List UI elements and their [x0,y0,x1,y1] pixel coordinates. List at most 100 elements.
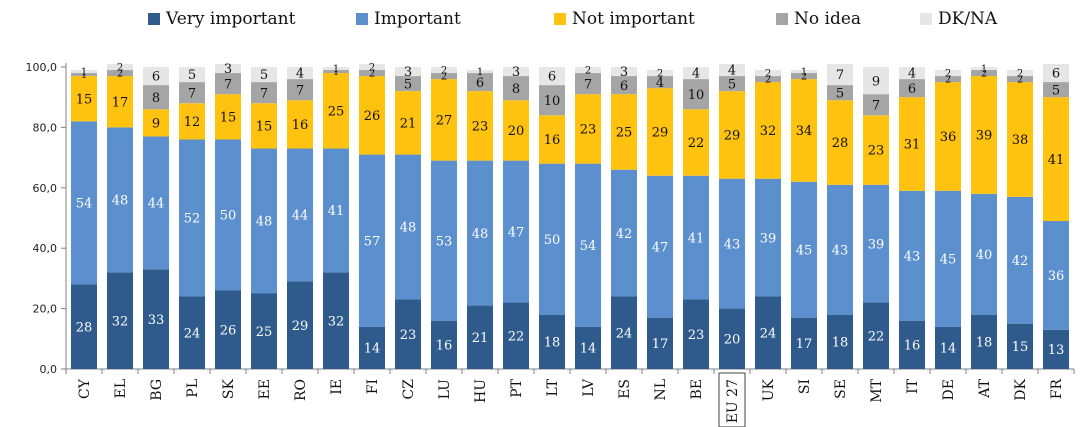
data-label-very-important-bg: 33 [148,313,165,328]
x-tick-label-fi: FI [365,379,381,394]
x-tick-label-se: SE [833,379,849,399]
bar-segment-dk-na-si [791,70,817,74]
data-label-no-idea-pl: 7 [188,86,196,101]
bar-segment-not-important-lt [539,115,565,164]
data-label-important-lu: 53 [436,234,453,249]
data-label-not-important-lu: 27 [436,114,453,129]
data-label-important-fr: 36 [1048,269,1065,284]
data-label-very-important-dk: 15 [1012,340,1029,355]
bar-segment-not-important-cy [71,76,97,122]
bar-segment-very-important-lu [431,320,457,369]
data-label-dk-na-fi: 2 [369,63,375,74]
data-label-very-important-ee: 25 [256,325,273,340]
data-label-no-idea-sk: 7 [224,77,232,92]
data-label-dk-na-cy: 1 [81,67,87,78]
bar-segment-not-important-si [791,79,817,182]
y-tick-label: 100,0 [26,61,58,74]
data-label-very-important-fi: 14 [364,342,381,357]
bar-segment-very-important-si [791,317,817,369]
bar-segment-very-important-ee [251,293,277,369]
bar-segment-very-important-lt [539,314,565,369]
data-label-not-important-ee: 15 [256,120,273,135]
data-label-important-ro: 44 [292,209,309,224]
data-label-very-important-cy: 28 [76,320,93,335]
legend-swatch-not-important [554,13,566,25]
data-label-important-mt: 39 [868,237,885,252]
data-label-very-important-it: 16 [904,339,921,354]
bar-segment-no-idea-si [791,73,817,80]
bar-segment-not-important-hu [467,91,493,161]
bar-segment-no-idea-es [611,76,637,95]
data-label-important-dk: 42 [1012,254,1029,269]
data-label-important-ie: 41 [328,204,345,219]
data-label-important-nl: 47 [652,240,669,255]
bar-segment-important-pl [179,139,205,297]
bar-segment-no-idea-mt [863,94,889,116]
bar-segment-no-idea-be [683,79,709,110]
x-tick-label-uk: UK [761,378,777,401]
bar-segment-very-important-eu27 [719,308,745,369]
data-label-very-important-mt: 22 [868,329,885,344]
bar-segment-very-important-mt [863,302,889,369]
bar-segment-not-important-dk [1007,82,1033,197]
data-label-important-hu: 48 [472,227,489,242]
bar-segment-not-important-be [683,109,709,176]
data-label-very-important-at: 18 [976,336,993,351]
data-label-very-important-se: 18 [832,336,849,351]
data-label-no-idea-pt: 8 [512,82,520,97]
bar-segment-important-si [791,181,817,318]
bar-segment-important-lv [575,163,601,327]
data-label-important-at: 40 [976,248,993,263]
data-label-dk-na-pt: 3 [512,65,520,80]
bar-segment-not-important-fi [359,76,385,155]
data-label-dk-na-lv: 2 [585,66,591,77]
bar-segment-important-dk [1007,196,1033,324]
bar-segment-dk-na-pl [179,67,205,83]
bar-segment-very-important-se [827,314,853,369]
bar-segment-no-idea-nl [647,76,673,89]
bar-segment-no-idea-it [899,79,925,98]
data-label-no-idea-mt: 7 [872,98,880,113]
data-label-not-important-se: 28 [832,136,849,151]
bar-segment-important-ee [251,148,277,294]
bar-segment-no-idea-cy [71,73,97,77]
data-label-dk-na-es: 3 [620,65,628,80]
bar-segment-dk-na-ie [323,67,349,71]
bar-segment-no-idea-pt [503,76,529,101]
bar-segment-very-important-hu [467,305,493,369]
bar-segment-no-idea-se [827,85,853,101]
data-label-important-ee: 48 [256,215,273,230]
data-label-very-important-si: 17 [796,337,813,352]
x-tick-label-pl: PL [185,379,201,398]
bar-segment-no-idea-at [971,70,997,77]
x-tick-label-es: ES [617,379,633,399]
legend-item-no-idea: No idea [776,6,861,32]
bar-segment-very-important-cy [71,284,97,369]
bar-segment-not-important-pt [503,100,529,161]
legend-label-no-idea: No idea [794,9,862,29]
data-label-dk-na-be: 4 [692,67,700,82]
bar-segment-important-el [107,127,133,273]
data-label-important-pl: 52 [184,212,201,227]
data-label-dk-na-si: 1 [801,67,807,78]
bar-segment-not-important-at [971,76,997,194]
data-label-dk-na-fr: 6 [1052,67,1060,82]
data-label-very-important-uk: 24 [760,326,777,341]
bar-segment-dk-na-es [611,67,637,77]
data-label-very-important-cz: 23 [400,328,417,343]
bar-segment-important-es [611,169,637,297]
x-tick-label-si: SI [797,379,813,394]
data-label-not-important-es: 25 [616,126,633,141]
bar-segment-important-sk [215,139,241,291]
bar-segment-very-important-de [935,326,961,369]
bar-segment-dk-na-lu [431,67,457,74]
legend-item-very-important: Very important [148,6,295,32]
bar-segment-very-important-at [971,314,997,369]
data-label-no-idea-uk: 2 [765,75,771,86]
bar-segment-no-idea-fr [1043,82,1069,98]
bar-segment-dk-na-uk [755,70,781,77]
bar-segment-no-idea-ee [251,82,277,104]
bar-segment-important-uk [755,178,781,297]
data-label-not-important-pl: 12 [184,115,201,130]
bar-segment-no-idea-bg [143,85,169,110]
